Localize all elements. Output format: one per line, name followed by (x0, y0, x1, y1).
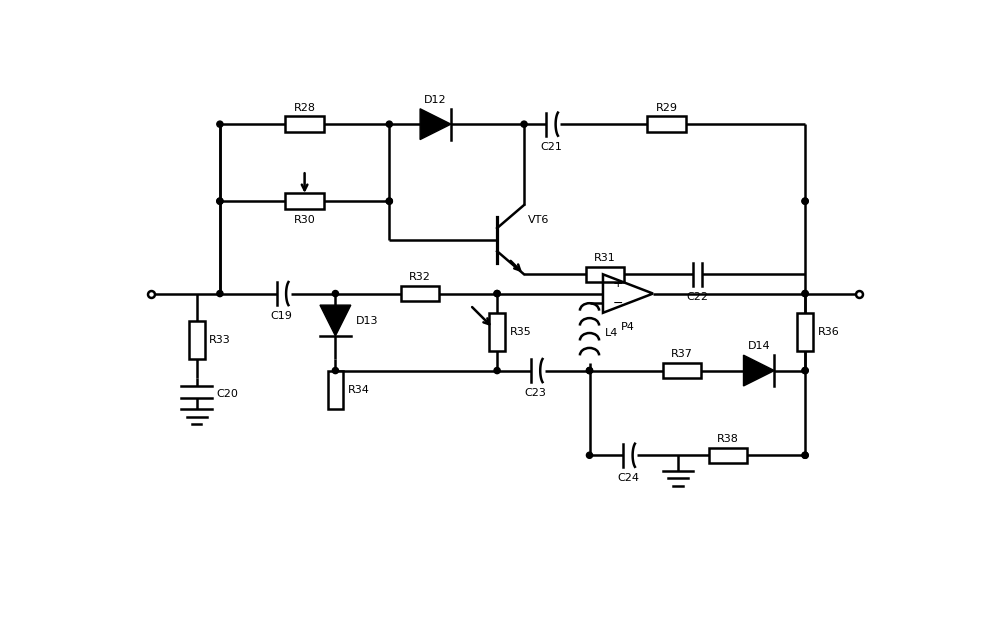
Text: R30: R30 (294, 215, 315, 225)
Bar (797, 313, 813, 351)
Polygon shape (320, 305, 351, 336)
Circle shape (217, 121, 223, 127)
Bar (709, 447, 747, 463)
Circle shape (802, 368, 808, 374)
Text: C20: C20 (216, 389, 238, 399)
Text: L4: L4 (605, 328, 618, 338)
Bar (647, 117, 686, 132)
Circle shape (494, 291, 500, 296)
Circle shape (802, 291, 808, 296)
Text: +: + (612, 278, 623, 290)
Text: R32: R32 (409, 272, 431, 282)
Circle shape (386, 198, 392, 204)
Circle shape (802, 291, 808, 296)
Text: C19: C19 (271, 311, 292, 321)
Text: D12: D12 (424, 95, 447, 105)
Text: R31: R31 (594, 253, 616, 263)
Text: R38: R38 (717, 434, 739, 444)
Text: R33: R33 (209, 334, 231, 344)
Bar (328, 371, 343, 409)
Circle shape (386, 198, 392, 204)
Circle shape (586, 368, 593, 374)
Bar (285, 193, 324, 209)
Text: C23: C23 (525, 388, 547, 398)
Bar (489, 313, 505, 351)
Circle shape (494, 291, 500, 296)
Circle shape (494, 368, 500, 374)
Bar (586, 266, 624, 282)
Text: R37: R37 (671, 349, 693, 359)
Circle shape (586, 452, 593, 459)
Text: R29: R29 (656, 102, 678, 112)
Text: −: − (612, 296, 623, 310)
Circle shape (332, 291, 338, 296)
Text: D13: D13 (355, 316, 378, 326)
Text: R35: R35 (509, 327, 531, 337)
Circle shape (802, 198, 808, 204)
Text: C24: C24 (617, 473, 639, 483)
Text: R28: R28 (294, 102, 316, 112)
Circle shape (802, 198, 808, 204)
Polygon shape (420, 109, 451, 140)
Text: VT6: VT6 (528, 215, 549, 225)
Circle shape (386, 121, 392, 127)
Text: R34: R34 (348, 385, 370, 395)
Bar (401, 286, 439, 301)
Circle shape (802, 452, 808, 459)
Bar (285, 117, 324, 132)
Circle shape (521, 121, 527, 127)
Circle shape (802, 452, 808, 459)
Text: C22: C22 (686, 292, 708, 302)
Circle shape (586, 368, 593, 374)
Circle shape (802, 368, 808, 374)
Text: R36: R36 (817, 327, 839, 337)
Text: D14: D14 (748, 341, 770, 351)
Bar (663, 363, 701, 378)
Bar (189, 321, 205, 359)
Polygon shape (744, 355, 774, 386)
Circle shape (217, 291, 223, 296)
Text: C21: C21 (540, 142, 562, 152)
Circle shape (217, 198, 223, 204)
Circle shape (332, 368, 338, 374)
Circle shape (217, 198, 223, 204)
Text: P4: P4 (621, 322, 635, 332)
